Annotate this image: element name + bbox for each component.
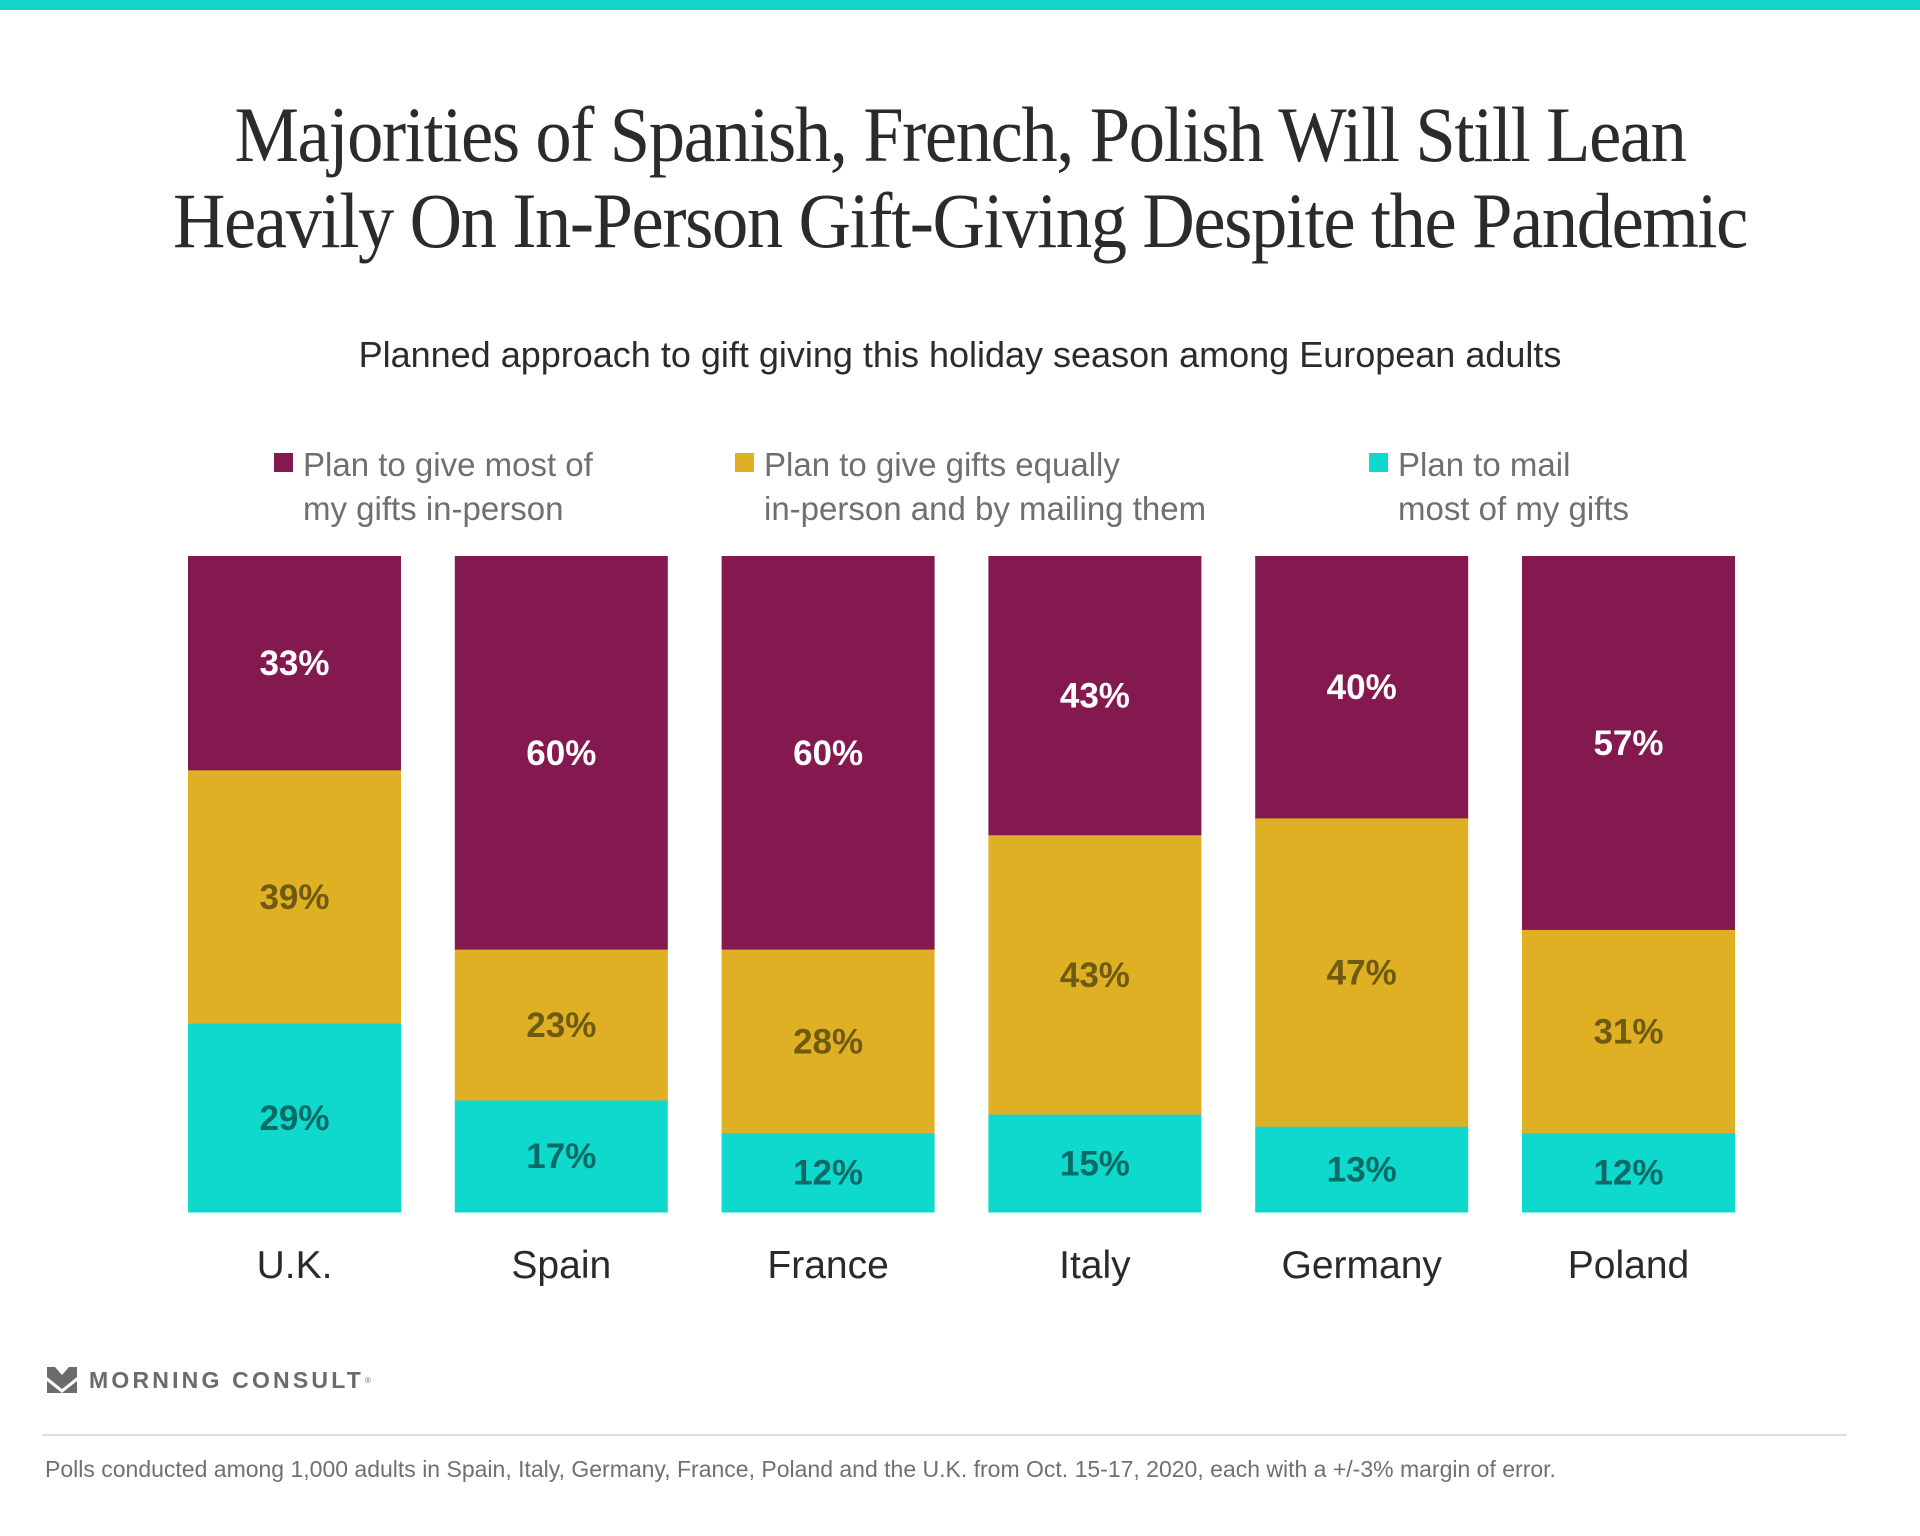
bar-italy: 43% 43% 15%	[988, 556, 1202, 1213]
data-label: 40%	[1327, 668, 1397, 707]
data-label: 43%	[1060, 677, 1130, 716]
category-label: Italy	[1059, 1244, 1131, 1287]
logo-wordmark: MORNING CONSULT	[89, 1366, 365, 1393]
legend-label-line-2: in-person and by mailing them	[764, 490, 1207, 527]
category-label: Germany	[1282, 1244, 1443, 1287]
data-label: 15%	[1060, 1144, 1130, 1183]
legend-label-line-2: my gifts in-person	[303, 490, 564, 527]
data-label: 57%	[1593, 724, 1663, 763]
bar-segment	[1255, 818, 1469, 1128]
bar-segment	[1522, 1133, 1735, 1213]
bar-segment	[988, 556, 1202, 836]
bar-segment	[988, 1114, 1202, 1213]
bar-segment	[1255, 556, 1469, 819]
top-accent-stripe	[0, 0, 1920, 10]
chart-title-line-1: Majorities of Spanish, French, Polish Wi…	[234, 91, 1687, 178]
bar-segment	[721, 1133, 935, 1213]
legend-label-line-1: Plan to mail	[1398, 446, 1571, 483]
legend-label-mail: Plan to mail most of my gifts	[1398, 443, 1629, 531]
bar-germany: 40% 47% 13%	[1255, 556, 1469, 1213]
bar-segment	[188, 1023, 401, 1213]
data-label: 17%	[526, 1137, 596, 1176]
data-label: 28%	[793, 1022, 863, 1061]
data-label: 29%	[259, 1099, 329, 1138]
bar-segment	[454, 556, 668, 951]
chart-subtitle: Planned approach to gift giving this hol…	[358, 334, 1562, 375]
data-label: 60%	[793, 734, 863, 773]
chart-title-line-2: Heavily On In-Person Gift-Giving Despite…	[173, 177, 1748, 264]
data-label: 12%	[1593, 1154, 1663, 1193]
morning-consult-logo: MORNING CONSULT ®	[47, 1366, 371, 1394]
data-label: 33%	[259, 644, 329, 683]
bar-segment	[188, 556, 401, 771]
bar-poland: 57% 31% 12%	[1522, 556, 1735, 1213]
footnote: Polls conducted among 1,000 adults in Sp…	[45, 1456, 1556, 1482]
category-label: Spain	[511, 1244, 611, 1287]
bar-segment	[454, 1100, 668, 1213]
legend-swatch-equal	[735, 453, 754, 472]
bar-segment	[988, 835, 1202, 1116]
bar-segment	[1522, 929, 1735, 1134]
data-label: 39%	[259, 878, 329, 917]
data-label: 31%	[1593, 1013, 1663, 1052]
data-label: 60%	[526, 734, 596, 773]
legend-label-equal: Plan to give gifts equally in-person and…	[764, 443, 1206, 531]
legend-label-line-1: Plan to give gifts equally	[764, 446, 1120, 483]
data-label: 47%	[1327, 954, 1397, 993]
chart-title: Majorities of Spanish, French, Polish Wi…	[0, 92, 1920, 264]
data-label: 13%	[1327, 1150, 1397, 1189]
bar-segment	[721, 949, 935, 1134]
legend-swatch-in-person	[274, 453, 293, 472]
footer-divider	[42, 1434, 1847, 1436]
category-label: Poland	[1568, 1244, 1689, 1287]
morning-consult-chevron-icon	[47, 1367, 77, 1393]
category-label: France	[767, 1244, 888, 1287]
registered-mark: ®	[365, 1375, 371, 1385]
legend-swatch-mail	[1369, 453, 1388, 472]
bar-segment	[1522, 556, 1735, 931]
legend-label-line-2: most of my gifts	[1398, 490, 1630, 527]
bar-segment	[188, 770, 401, 1025]
data-label: 43%	[1060, 956, 1130, 995]
bar-france: 60% 28% 12%	[721, 556, 935, 1213]
bar-segment	[1255, 1126, 1469, 1213]
bar-segment	[721, 556, 935, 951]
data-label: 23%	[526, 1006, 596, 1045]
bar-segment	[454, 949, 668, 1101]
legend-label-line-1: Plan to give most of	[303, 446, 593, 483]
category-label: U.K.	[257, 1244, 333, 1287]
data-label: 12%	[793, 1154, 863, 1193]
bar-spain: 60% 23% 17%	[454, 556, 668, 1213]
bar-uk: 33% 39% 29%	[188, 556, 401, 1213]
legend-label-in-person: Plan to give most of my gifts in-person	[303, 443, 593, 531]
